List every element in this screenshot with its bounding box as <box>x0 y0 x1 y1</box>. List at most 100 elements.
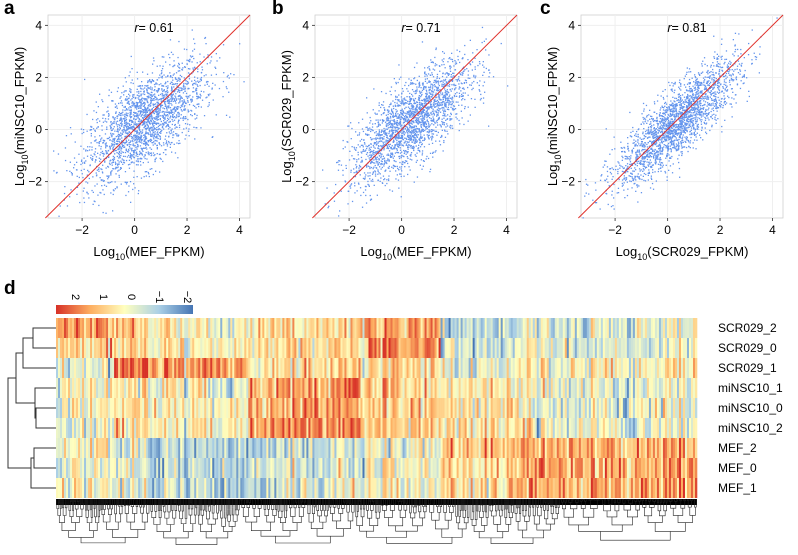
data-point <box>426 120 428 122</box>
data-point <box>348 125 350 127</box>
data-point <box>459 73 462 76</box>
data-point <box>172 108 174 111</box>
data-point <box>210 56 213 58</box>
data-point <box>105 157 107 160</box>
data-point <box>414 112 416 114</box>
data-point <box>652 133 654 135</box>
data-point <box>148 92 150 95</box>
data-point <box>448 57 450 60</box>
data-point <box>148 173 150 175</box>
data-point <box>473 76 475 78</box>
data-point <box>166 93 168 96</box>
data-point <box>447 91 449 93</box>
data-point <box>108 114 110 116</box>
data-point <box>362 144 364 146</box>
data-point <box>154 131 156 133</box>
data-point <box>129 105 131 108</box>
data-point <box>362 130 365 133</box>
data-point <box>130 111 132 113</box>
data-point <box>162 115 165 118</box>
data-point <box>183 117 185 119</box>
data-point <box>127 125 129 128</box>
data-point <box>140 139 143 141</box>
data-point <box>158 122 160 125</box>
data-point <box>141 81 143 83</box>
data-point <box>422 87 425 89</box>
data-point <box>177 107 179 110</box>
data-point <box>412 98 415 100</box>
data-point <box>141 149 143 151</box>
data-point <box>134 123 136 126</box>
data-point <box>433 113 435 115</box>
data-point <box>410 103 412 105</box>
data-point <box>399 131 401 133</box>
data-point <box>168 135 170 137</box>
data-point <box>159 138 161 140</box>
data-point <box>147 140 149 142</box>
data-point <box>166 114 168 116</box>
data-point <box>189 68 191 70</box>
data-point <box>184 102 187 104</box>
data-point <box>395 112 397 115</box>
data-point <box>439 108 441 110</box>
data-point <box>409 109 411 111</box>
data-point <box>405 126 407 128</box>
data-point <box>445 102 447 104</box>
data-point <box>444 110 447 113</box>
data-point <box>176 126 178 128</box>
data-point <box>410 145 412 147</box>
data-point <box>432 116 434 118</box>
data-point <box>185 127 187 129</box>
data-point <box>125 117 127 119</box>
data-point <box>431 88 434 90</box>
data-point <box>215 67 217 69</box>
data-point <box>446 82 448 84</box>
data-point <box>688 111 690 113</box>
data-point <box>194 113 196 115</box>
data-point <box>421 129 423 131</box>
data-point <box>423 123 426 125</box>
data-point <box>451 84 453 86</box>
data-point <box>121 125 123 127</box>
data-point <box>413 106 415 108</box>
data-point <box>196 77 199 79</box>
data-point <box>183 99 185 101</box>
data-point <box>461 95 464 97</box>
data-point <box>391 110 394 113</box>
data-point <box>165 85 167 88</box>
data-point <box>394 122 396 124</box>
data-point <box>707 89 709 92</box>
data-point <box>81 159 83 161</box>
data-point <box>122 155 125 157</box>
data-point <box>425 96 427 98</box>
data-point <box>441 75 444 78</box>
data-point <box>395 126 397 128</box>
data-point <box>119 152 121 154</box>
data-point <box>642 102 645 105</box>
x-axis-label: Log10(MEF_FPKM) <box>93 244 204 262</box>
data-point <box>621 150 624 153</box>
data-point <box>160 132 162 134</box>
data-point <box>159 110 161 112</box>
data-point <box>397 117 400 119</box>
data-point <box>418 131 420 133</box>
data-point <box>731 88 733 90</box>
data-point <box>421 112 423 115</box>
data-point <box>195 83 197 85</box>
data-point <box>194 118 196 120</box>
data-point <box>444 129 446 131</box>
data-point <box>401 136 403 139</box>
data-point <box>436 114 438 116</box>
data-point <box>168 99 170 101</box>
data-point <box>107 110 109 112</box>
data-point <box>188 135 190 137</box>
data-point <box>422 139 424 142</box>
data-point <box>364 143 366 145</box>
data-point <box>127 102 129 104</box>
data-point <box>480 97 482 100</box>
data-point <box>135 105 137 107</box>
data-point <box>394 148 396 150</box>
data-point <box>402 112 404 115</box>
data-point <box>178 77 180 79</box>
data-point <box>144 140 146 142</box>
